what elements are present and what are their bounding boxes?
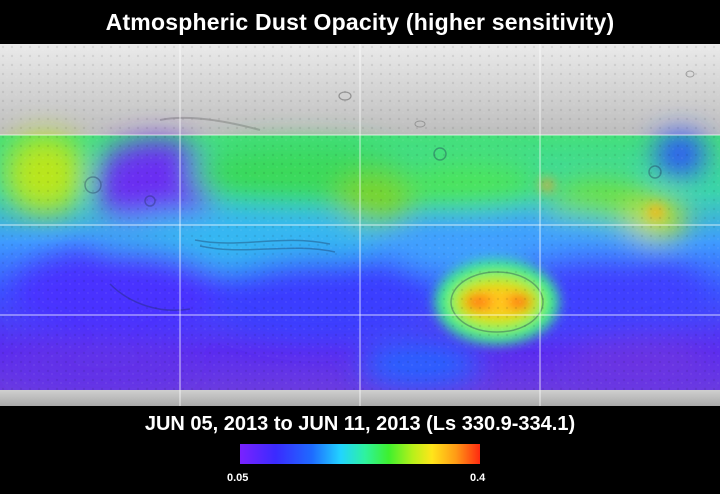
map-title: Atmospheric Dust Opacity (higher sensiti… [105, 8, 615, 35]
legend-max-label: 0.4 [470, 472, 486, 484]
dust-opacity-map [0, 44, 720, 406]
opacity-colorbar [240, 444, 480, 464]
color-legend: 0.05 0.4 [0, 440, 720, 494]
graticule [0, 44, 720, 406]
date-range-label: JUN 05, 2013 to JUN 11, 2013 (Ls 330.9-3… [144, 412, 576, 435]
legend-min-label: 0.05 [227, 472, 249, 484]
